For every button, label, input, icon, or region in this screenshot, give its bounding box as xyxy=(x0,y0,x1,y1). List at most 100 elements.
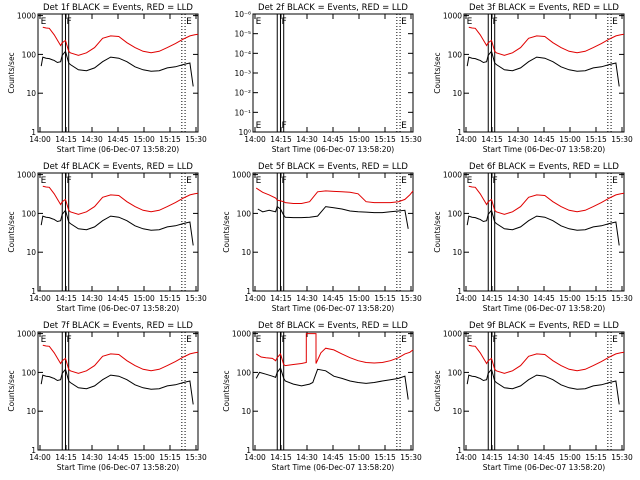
panel-title: Det 9f BLACK = Events, RED = LLD xyxy=(469,321,619,331)
y-tick-label: 10⁻⁴ xyxy=(234,49,251,58)
marker-label: E xyxy=(41,335,47,345)
marker-label: E xyxy=(186,17,192,27)
x-tick-label: 15:00 xyxy=(133,453,155,462)
y-tick-label: 100 xyxy=(448,50,463,59)
y-tick-label: 1 xyxy=(31,287,36,296)
panel-p3: Det 3f BLACK = Events, RED = LLD 1 10 100 10… xyxy=(433,3,633,154)
x-tick-label: 14:00 xyxy=(29,294,51,303)
x-axis-label: Start Time (06-Dec-07 13:58:20) xyxy=(57,145,179,154)
x-tick-label: 15:30 xyxy=(400,135,422,144)
marker-label: E xyxy=(612,335,618,345)
x-tick-label: 14:15 xyxy=(270,294,292,303)
x-tick-label: 15:00 xyxy=(133,135,155,144)
y-axis-label: Counts/sec xyxy=(222,370,231,411)
y-tick-label: 1 xyxy=(31,128,36,137)
marker-label: F xyxy=(281,121,286,131)
marker-label: E xyxy=(256,176,262,186)
series-line xyxy=(466,209,620,246)
x-tick-label: 14:15 xyxy=(481,135,503,144)
series-line xyxy=(42,26,199,56)
y-tick-label: 1000 xyxy=(232,171,251,180)
y-tick-label: 1 xyxy=(246,446,251,455)
y-tick-label: 100 xyxy=(22,368,37,377)
panel-title: Det 3f BLACK = Events, RED = LLD xyxy=(469,3,619,13)
marker-label: E xyxy=(401,17,407,27)
x-tick-label: 15:30 xyxy=(611,294,633,303)
panel-title: Det 4f BLACK = Events, RED = LLD xyxy=(43,162,193,172)
x-tick-label: 15:00 xyxy=(559,453,581,462)
x-tick-label: 14:30 xyxy=(81,453,103,462)
x-tick-label: 14:15 xyxy=(481,453,503,462)
x-tick-label: 14:30 xyxy=(296,453,318,462)
x-tick-label: 14:30 xyxy=(81,294,103,303)
y-axis-label: Counts/sec xyxy=(7,52,16,93)
y-tick-label: 10 xyxy=(26,248,36,257)
marker-label: E xyxy=(467,335,473,345)
x-tick-label: 14:00 xyxy=(455,135,477,144)
y-tick-label: 10⁻⁶ xyxy=(234,10,251,19)
x-tick-label: 15:30 xyxy=(185,135,207,144)
x-tick-label: 15:30 xyxy=(185,453,207,462)
series-line xyxy=(466,368,620,405)
x-tick-label: 14:45 xyxy=(533,294,555,303)
x-tick-label: 14:15 xyxy=(55,294,77,303)
y-tick-label: 100 xyxy=(22,209,37,218)
x-tick-label: 15:00 xyxy=(559,294,581,303)
marker-label: E xyxy=(401,335,407,345)
panel-p7: Det 7f BLACK = Events, RED = LLD 1 10 100 10… xyxy=(7,321,207,472)
panel-p8: Det 8f BLACK = Events, RED = LLD 1 10 100 10… xyxy=(222,321,422,472)
panel-title: Det 2f BLACK = Events, RED = LLD xyxy=(258,3,408,13)
y-tick-label: 10⁰ xyxy=(238,128,251,137)
x-tick-label: 14:45 xyxy=(533,453,555,462)
x-tick-label: 15:15 xyxy=(585,294,607,303)
series-line xyxy=(42,185,199,215)
marker-label: E xyxy=(41,17,47,27)
y-tick-label: 10 xyxy=(452,89,462,98)
y-tick-label: 1000 xyxy=(443,171,462,180)
x-tick-label: 14:15 xyxy=(270,453,292,462)
x-tick-label: 14:45 xyxy=(322,453,344,462)
x-axis-label: Start Time (06-Dec-07 13:58:20) xyxy=(483,463,605,472)
y-tick-label: 1000 xyxy=(17,171,36,180)
x-tick-label: 15:15 xyxy=(374,135,396,144)
marker-label: F xyxy=(492,335,497,345)
marker-label: E xyxy=(256,17,262,27)
y-tick-label: 10⁻¹ xyxy=(234,108,251,117)
marker-label: F xyxy=(66,17,71,27)
panel-p4: Det 4f BLACK = Events, RED = LLD 1 10 100 10… xyxy=(7,162,207,313)
series-line xyxy=(466,50,620,87)
x-tick-label: 14:15 xyxy=(270,135,292,144)
x-tick-label: 14:45 xyxy=(322,135,344,144)
y-tick-label: 100 xyxy=(237,368,252,377)
x-tick-label: 15:15 xyxy=(159,453,181,462)
y-tick-label: 1000 xyxy=(232,330,251,339)
marker-label: E xyxy=(186,176,192,186)
x-tick-label: 15:30 xyxy=(400,294,422,303)
panel-p5: Det 5f BLACK = Events, RED = LLD 1 10 100 10… xyxy=(222,162,422,313)
x-tick-label: 15:00 xyxy=(559,135,581,144)
y-tick-label: 1 xyxy=(457,128,462,137)
x-tick-label: 15:15 xyxy=(159,135,181,144)
marker-label: E xyxy=(467,17,473,27)
x-tick-label: 15:00 xyxy=(348,294,370,303)
x-tick-label: 14:00 xyxy=(244,294,266,303)
marker-label: E xyxy=(256,335,262,345)
x-tick-label: 14:00 xyxy=(244,453,266,462)
marker-label: E xyxy=(186,335,192,345)
marker-label: F xyxy=(281,335,286,345)
marker-label: E xyxy=(612,176,618,186)
x-tick-label: 15:00 xyxy=(133,294,155,303)
x-tick-label: 15:15 xyxy=(585,135,607,144)
y-tick-label: 10 xyxy=(452,248,462,257)
series-line xyxy=(255,333,414,367)
panel-p9: Det 9f BLACK = Events, RED = LLD 1 10 100 10… xyxy=(433,321,633,472)
x-tick-label: 15:15 xyxy=(159,294,181,303)
x-tick-label: 14:00 xyxy=(244,135,266,144)
x-tick-label: 15:30 xyxy=(400,453,422,462)
x-tick-label: 14:30 xyxy=(296,135,318,144)
y-tick-label: 1 xyxy=(457,446,462,455)
x-tick-label: 15:00 xyxy=(348,135,370,144)
y-axis-label: Counts/sec xyxy=(433,370,442,411)
series-line xyxy=(468,26,625,56)
